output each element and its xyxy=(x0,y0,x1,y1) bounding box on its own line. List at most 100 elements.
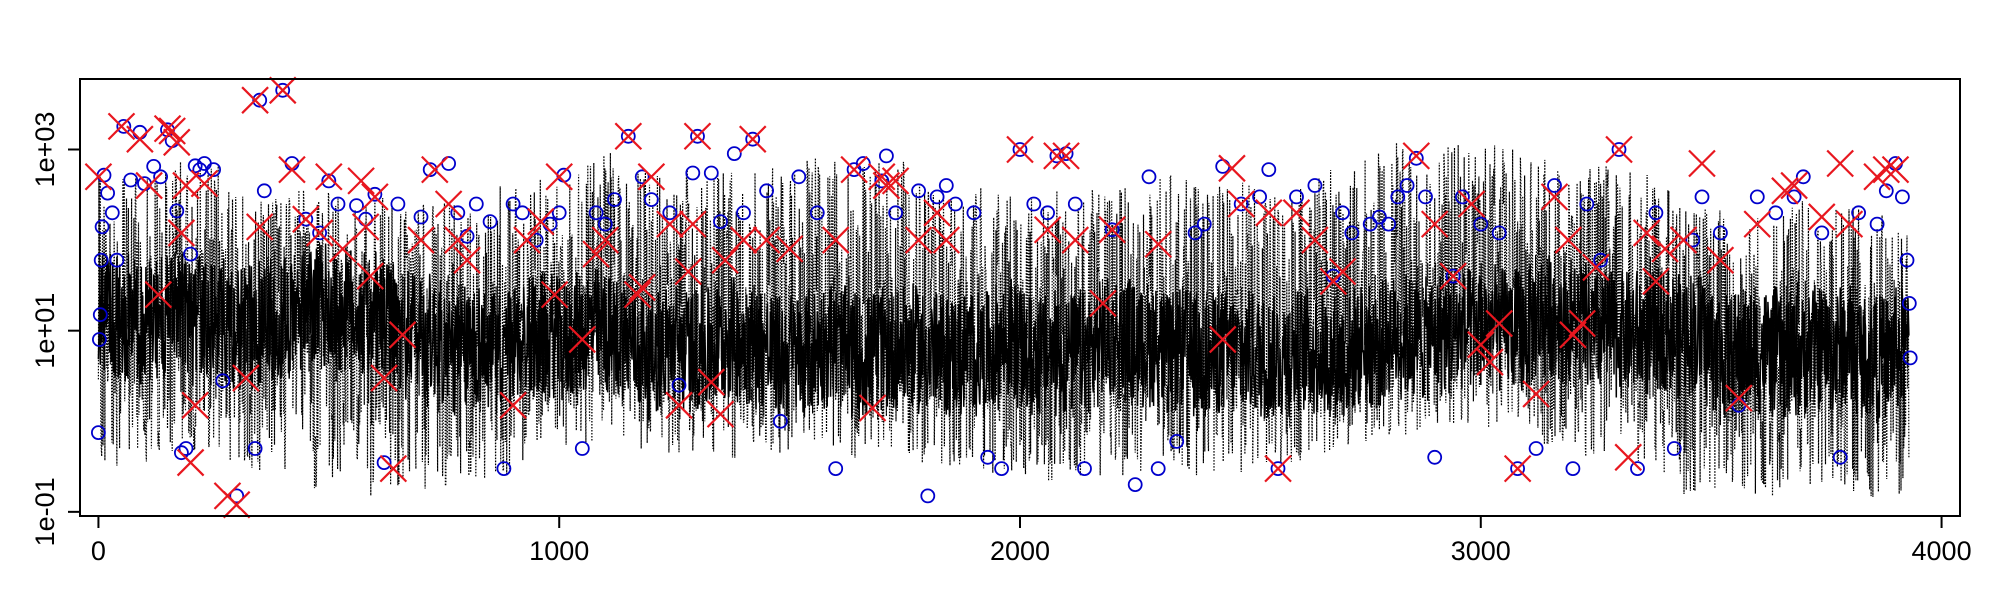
circle-point xyxy=(1012,142,1028,157)
circle-point xyxy=(247,441,263,456)
circle-point xyxy=(178,441,194,456)
circle-point xyxy=(736,205,751,221)
cross-point xyxy=(444,226,472,254)
circle-point xyxy=(1901,295,1917,311)
cross-point xyxy=(388,321,417,349)
circle-point xyxy=(1427,449,1443,465)
circle-point xyxy=(94,219,110,235)
cross-point xyxy=(1098,215,1126,244)
cross-point xyxy=(107,112,136,141)
cross-point xyxy=(858,394,887,422)
cross-point xyxy=(665,391,693,420)
circle-point xyxy=(994,461,1009,477)
cross-point xyxy=(1582,253,1610,282)
cross-point xyxy=(84,162,113,191)
cross-point xyxy=(126,125,154,153)
circle-point xyxy=(515,205,530,221)
cross-point xyxy=(222,490,251,519)
circle-point xyxy=(229,488,245,504)
circle-point xyxy=(1445,268,1461,284)
cross-point xyxy=(1328,257,1357,286)
circle-point xyxy=(1270,461,1286,477)
cross-point xyxy=(904,226,933,254)
circle-point xyxy=(1040,205,1055,221)
circle-point xyxy=(1899,252,1915,268)
circle-point xyxy=(1372,209,1387,225)
circle-point xyxy=(1630,461,1645,477)
circle-point xyxy=(1169,433,1185,449)
axis-layer: 0 1000 2000 3000 4000 1e-01 1e+01 1e+03 xyxy=(30,112,1972,566)
circle-point xyxy=(1547,178,1562,193)
circle-point xyxy=(104,205,120,221)
circle-point xyxy=(183,246,199,262)
circle-point xyxy=(1666,441,1682,456)
circle-point xyxy=(1611,142,1627,157)
cross-point xyxy=(1554,226,1583,254)
circle-point xyxy=(966,205,982,221)
circle-point xyxy=(911,183,926,199)
cross-point xyxy=(614,122,643,151)
cross-point xyxy=(499,391,527,420)
circle-point xyxy=(1473,216,1489,232)
circle-point xyxy=(809,205,825,221)
circle-point xyxy=(187,158,203,174)
circle-point xyxy=(745,131,761,147)
circle-point xyxy=(1187,225,1203,241)
circle-point xyxy=(713,214,728,230)
circle-point xyxy=(1814,225,1830,241)
circle-point xyxy=(1408,150,1424,166)
cross-point xyxy=(328,235,357,263)
cross-point xyxy=(1006,135,1034,164)
circle-point xyxy=(1077,461,1092,477)
circle-point xyxy=(671,377,687,393)
cross-point xyxy=(1642,267,1670,296)
cross-point xyxy=(1420,210,1449,238)
circle-point xyxy=(450,205,466,221)
series-line-core xyxy=(97,243,1910,421)
circle-point xyxy=(275,82,291,98)
cross-point xyxy=(775,235,804,263)
x-tick-label: 1000 xyxy=(529,536,589,566)
cross-point xyxy=(144,280,173,309)
cross-point xyxy=(1706,246,1735,274)
circle-point xyxy=(791,169,807,185)
circle-point xyxy=(123,172,139,188)
cross-point xyxy=(752,226,781,254)
cross-point xyxy=(1208,325,1237,354)
cross-point xyxy=(1255,199,1283,227)
circle-point xyxy=(215,373,231,389)
circle-point xyxy=(496,461,512,477)
y-tick-label: 1e+01 xyxy=(30,293,60,369)
cross-point xyxy=(1467,330,1495,359)
cross-point xyxy=(683,122,712,151)
circle-point xyxy=(1713,225,1728,241)
circle-point xyxy=(92,332,107,347)
circle-point xyxy=(1851,205,1866,221)
cross-point xyxy=(1503,454,1532,483)
circle-point xyxy=(1510,461,1525,477)
cross-point xyxy=(1061,226,1090,254)
cross-point xyxy=(1614,443,1643,472)
cross-point xyxy=(738,125,767,153)
circle-point xyxy=(1579,196,1595,212)
circle-point xyxy=(146,158,162,174)
cross-point xyxy=(582,240,610,268)
circle-point xyxy=(1786,189,1802,205)
cross-point xyxy=(241,86,269,114)
cross-point xyxy=(347,167,375,195)
circle-point xyxy=(482,214,498,230)
cross-point xyxy=(453,246,481,274)
circle-point xyxy=(173,445,189,461)
cross-point xyxy=(697,368,726,396)
circle-point xyxy=(312,225,328,241)
cross-point xyxy=(1771,177,1799,205)
circle-point xyxy=(1289,189,1304,205)
circle-point xyxy=(980,449,996,465)
cross-point xyxy=(1688,149,1716,178)
cross-point xyxy=(268,76,297,105)
circle-point xyxy=(1344,225,1360,241)
cross-point xyxy=(1881,155,1910,184)
circle-point xyxy=(1902,350,1918,366)
cross-point xyxy=(232,364,260,392)
circle-point xyxy=(1869,216,1885,232)
